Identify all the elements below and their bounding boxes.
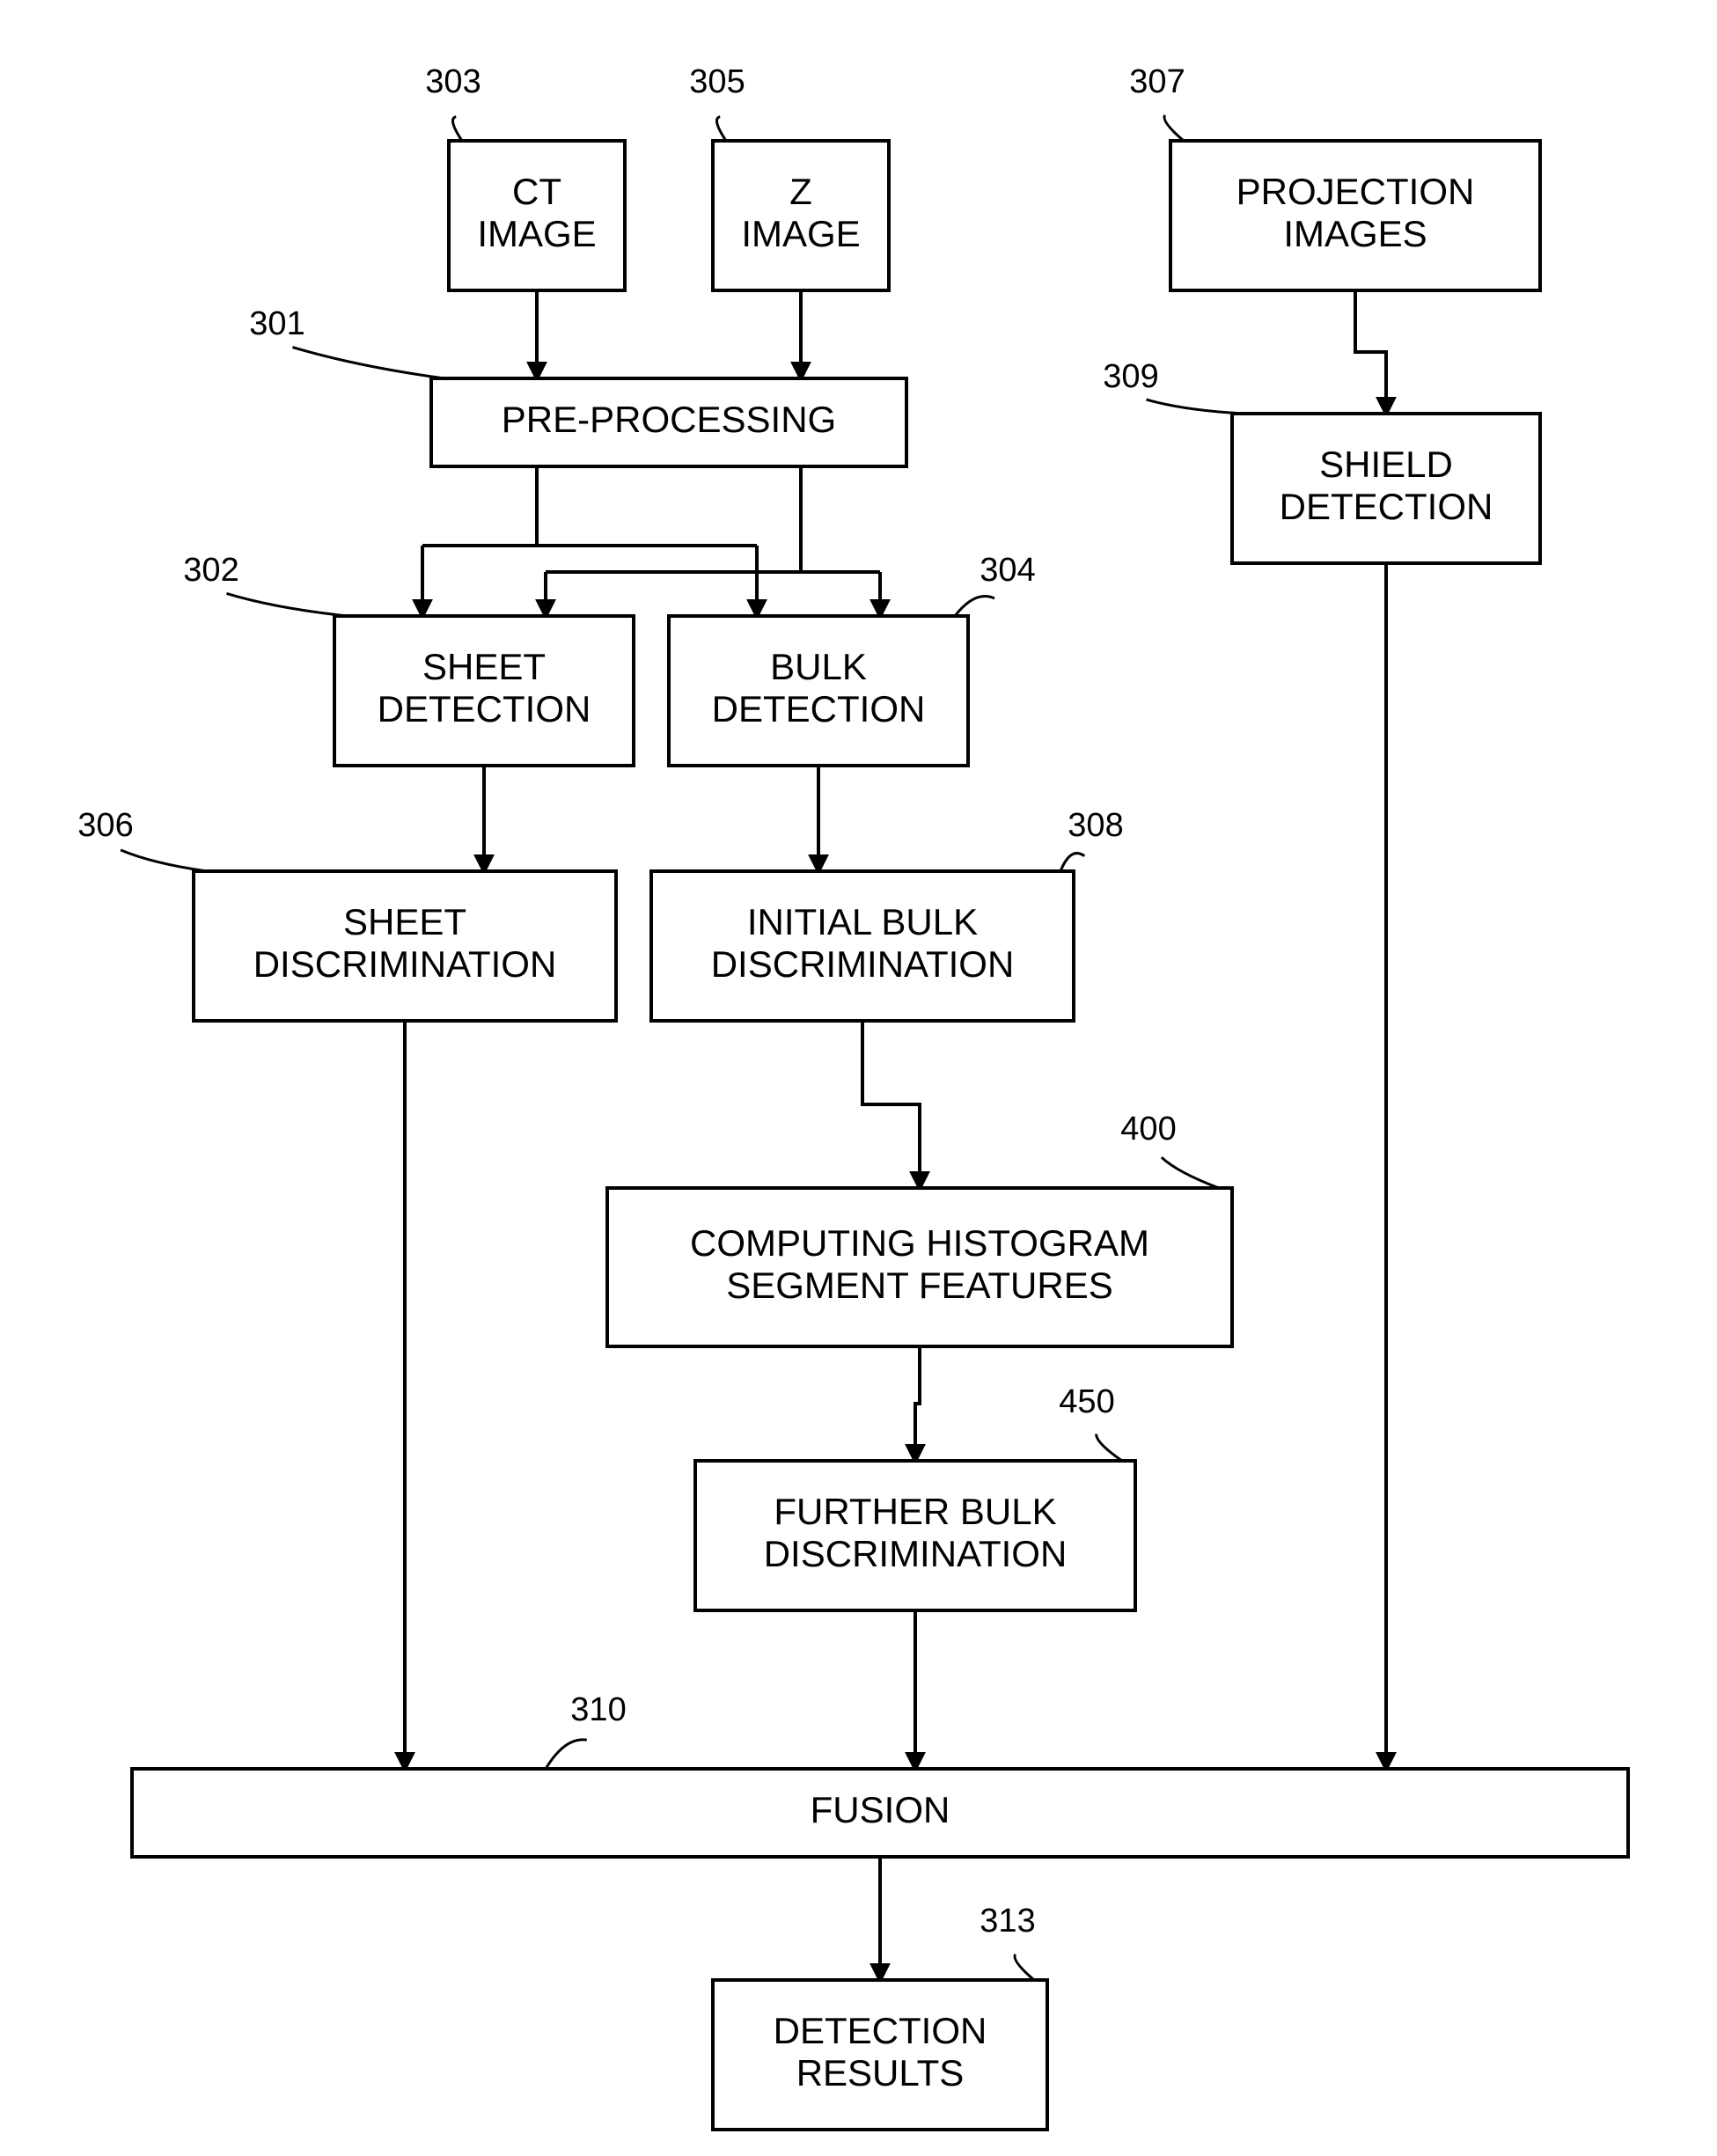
node-label: BULK <box>770 646 867 687</box>
node-label: COMPUTING HISTOGRAM <box>690 1222 1149 1264</box>
node-label: INITIAL BULK <box>747 901 978 942</box>
ref-number: 303 <box>425 63 481 100</box>
node-label: SHEET <box>343 901 466 942</box>
node-label: DETECTION <box>774 2010 987 2051</box>
node-label: DETECTION <box>712 688 926 730</box>
node-label: SHIELD <box>1319 444 1453 485</box>
node-label: RESULTS <box>796 2052 965 2094</box>
node-label: IMAGE <box>477 213 596 254</box>
node-label: DETECTION <box>1280 486 1493 527</box>
flowchart-canvas: CTIMAGE303ZIMAGE305PROJECTIONIMAGES307PR… <box>0 0 1717 2156</box>
node-label: Z <box>789 171 812 212</box>
ref-number: 306 <box>77 807 133 844</box>
node-label: IMAGE <box>741 213 860 254</box>
node-label: FUSION <box>811 1789 950 1830</box>
node-label: PRE-PROCESSING <box>502 399 836 440</box>
node-label: IMAGES <box>1283 213 1427 254</box>
ref-number: 450 <box>1059 1383 1114 1420</box>
node-label: DISCRIMINATION <box>764 1533 1068 1574</box>
node-label: DISCRIMINATION <box>253 943 557 985</box>
ref-number: 310 <box>570 1691 626 1728</box>
node-label: CT <box>512 171 561 212</box>
ref-number: 302 <box>183 552 238 589</box>
ref-number: 308 <box>1068 807 1123 844</box>
ref-number: 304 <box>980 552 1035 589</box>
ref-number: 400 <box>1120 1111 1176 1148</box>
ref-number: 307 <box>1129 63 1185 100</box>
ref-number: 313 <box>980 1903 1035 1940</box>
node-label: SEGMENT FEATURES <box>726 1265 1113 1306</box>
node-label: DETECTION <box>378 688 591 730</box>
node-label: FURTHER BULK <box>774 1491 1056 1532</box>
node-label: DISCRIMINATION <box>711 943 1015 985</box>
node-label: PROJECTION <box>1236 171 1475 212</box>
ref-number: 301 <box>249 305 305 342</box>
ref-number: 305 <box>689 63 745 100</box>
node-label: SHEET <box>422 646 546 687</box>
ref-number: 309 <box>1103 358 1158 395</box>
